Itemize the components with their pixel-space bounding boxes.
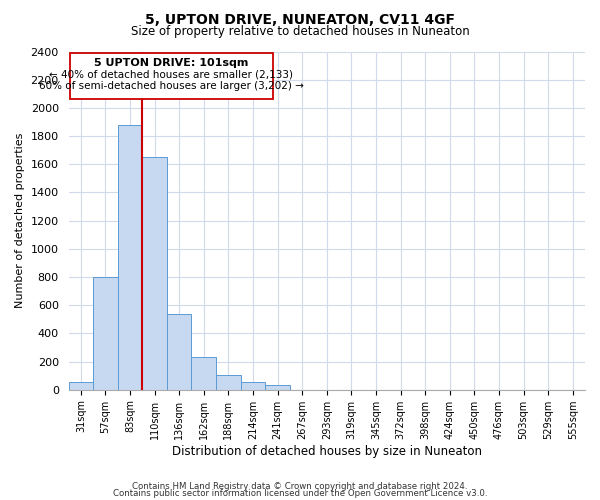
Text: Size of property relative to detached houses in Nuneaton: Size of property relative to detached ho… [131,25,469,38]
Bar [167,314,191,390]
Text: Contains public sector information licensed under the Open Government Licence v3: Contains public sector information licen… [113,490,487,498]
Y-axis label: Number of detached properties: Number of detached properties [15,133,25,308]
Bar [216,374,241,390]
Bar [118,125,142,390]
Text: 5, UPTON DRIVE, NUNEATON, CV11 4GF: 5, UPTON DRIVE, NUNEATON, CV11 4GF [145,12,455,26]
Bar [265,385,290,390]
Bar [191,356,216,390]
X-axis label: Distribution of detached houses by size in Nuneaton: Distribution of detached houses by size … [172,444,482,458]
Text: Contains HM Land Registry data © Crown copyright and database right 2024.: Contains HM Land Registry data © Crown c… [132,482,468,491]
Bar [93,277,118,390]
Bar [142,157,167,390]
Bar [68,382,93,390]
Text: 5 UPTON DRIVE: 101sqm: 5 UPTON DRIVE: 101sqm [94,58,248,68]
Bar [241,382,265,390]
Text: 60% of semi-detached houses are larger (3,202) →: 60% of semi-detached houses are larger (… [39,81,304,91]
Bar [70,53,272,100]
Text: ← 40% of detached houses are smaller (2,133): ← 40% of detached houses are smaller (2,… [49,70,293,80]
